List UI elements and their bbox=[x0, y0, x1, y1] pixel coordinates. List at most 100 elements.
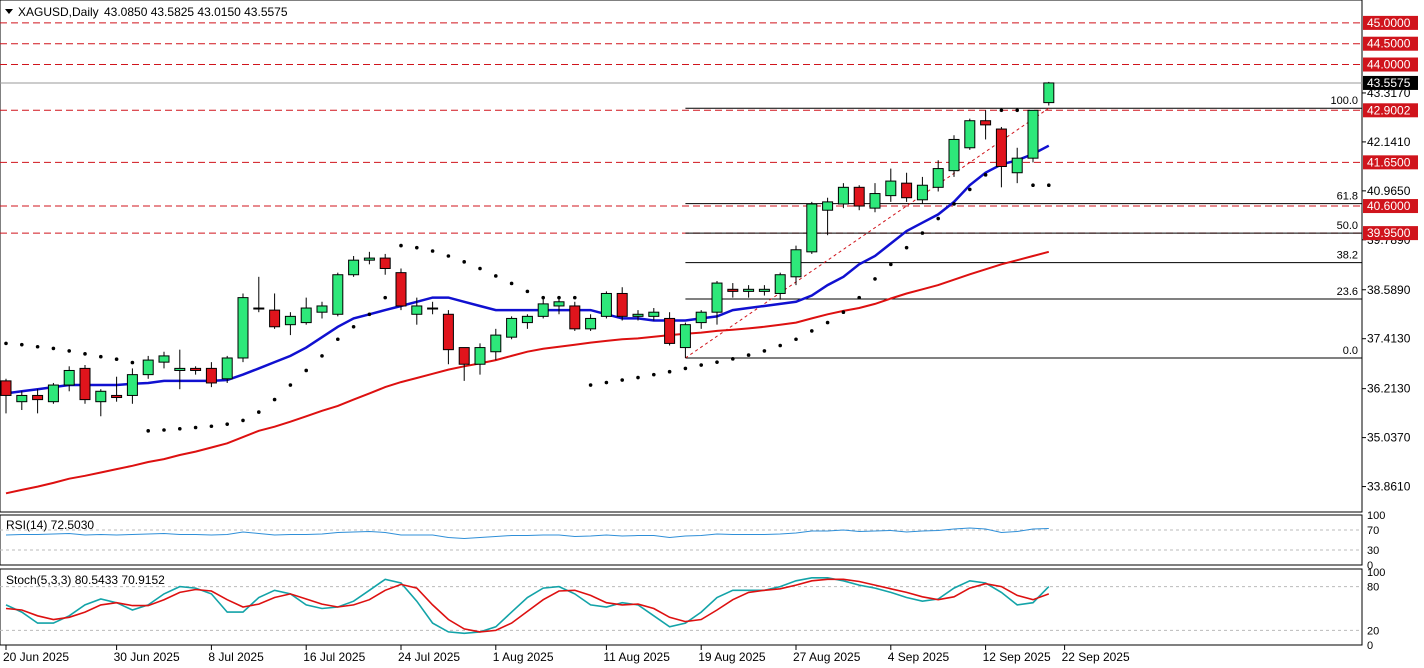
candle-up bbox=[632, 313, 644, 317]
candle-up bbox=[585, 317, 597, 330]
candle-down bbox=[269, 309, 281, 328]
price-panel[interactable]: 100.061.850.038.223.60.0 43.317042.14104… bbox=[0, 0, 1418, 513]
sar-dot bbox=[683, 366, 688, 371]
candle-up bbox=[932, 168, 944, 188]
sar-dot bbox=[667, 369, 672, 374]
fibonacci-retracement: 100.0 61.8 50.0 38.2 23.6 0.0 bbox=[685, 95, 1362, 359]
fib-level-label: 0.0 bbox=[1343, 345, 1358, 357]
level-price-tag bbox=[1363, 57, 1418, 72]
candle-up bbox=[600, 292, 612, 317]
rsi-panel-border bbox=[0, 514, 1363, 566]
sar-dot bbox=[746, 353, 751, 357]
sar-dot bbox=[715, 360, 719, 364]
sar-dot bbox=[762, 349, 767, 353]
time-tick-label: 24 Jul 2025 bbox=[398, 650, 460, 664]
price-tick-label: 36.2130 bbox=[1367, 382, 1411, 396]
stochastic-panel[interactable]: 100 80 20 0 Stoch(5,3,3) 80.5433 70.9152 bbox=[0, 567, 1385, 652]
candle-up bbox=[695, 311, 707, 324]
sar-dot bbox=[462, 260, 467, 264]
sar-dot bbox=[193, 425, 198, 430]
candle-up bbox=[743, 288, 755, 292]
sar-dot bbox=[478, 266, 482, 271]
price-tick-label: 37.4130 bbox=[1367, 332, 1411, 346]
sar-dot bbox=[731, 357, 735, 361]
candle-up bbox=[553, 301, 565, 307]
sar-dot bbox=[4, 341, 8, 346]
stochastic-main-line bbox=[5, 576, 1050, 635]
sar-dot bbox=[446, 254, 451, 258]
sar-dot bbox=[383, 295, 388, 300]
candle-up bbox=[506, 317, 518, 338]
candle-up bbox=[774, 274, 786, 294]
ohlc-label: 43.0850 43.5825 43.0150 43.5575 bbox=[104, 5, 288, 19]
rsi-tick-label: 70 bbox=[1367, 525, 1379, 537]
time-tick-label: 22 Sep 2025 bbox=[1062, 650, 1130, 664]
rsi-panel[interactable]: 100 70 30 0 RSI(14) 72.5030 bbox=[0, 510, 1385, 572]
sar-dot bbox=[810, 329, 814, 333]
rsi-title: RSI(14) 72.5030 bbox=[6, 518, 94, 532]
stochastic-tick-label: 100 bbox=[1367, 567, 1385, 579]
time-tick-label: 8 Jul 2025 bbox=[208, 650, 264, 664]
candle-up bbox=[1011, 157, 1023, 174]
candle-up bbox=[316, 305, 328, 313]
stochastic-tick-label: 0 bbox=[1367, 640, 1373, 652]
time-tick-label: 27 Aug 2025 bbox=[793, 650, 861, 664]
slow-moving-average bbox=[5, 250, 1050, 495]
candle-up bbox=[174, 367, 186, 371]
candle-up bbox=[363, 257, 375, 261]
sar-dot bbox=[367, 312, 372, 317]
time-tick-label: 19 Aug 2025 bbox=[698, 650, 766, 664]
fib-level-label: 50.0 bbox=[1337, 220, 1358, 232]
candle-down bbox=[190, 367, 202, 371]
price-tick-label: 35.0370 bbox=[1367, 431, 1411, 445]
sar-dot bbox=[604, 380, 609, 385]
current-price-tag-label: 43.5575 bbox=[1367, 76, 1411, 90]
level-price-tag bbox=[1363, 103, 1418, 118]
sar-dot bbox=[225, 422, 229, 426]
candle-up bbox=[95, 390, 107, 403]
candle-up bbox=[253, 307, 265, 310]
candle-down bbox=[901, 182, 913, 199]
sar-dot bbox=[257, 410, 261, 414]
candle-up bbox=[948, 138, 960, 172]
candle-up bbox=[221, 357, 233, 380]
sar-dot bbox=[304, 368, 309, 373]
candle-down bbox=[79, 367, 91, 401]
fib-level-label: 38.2 bbox=[1337, 250, 1358, 262]
candle-down bbox=[395, 272, 407, 307]
candle-down bbox=[205, 367, 217, 384]
sar-dot bbox=[288, 383, 293, 387]
sar-dot bbox=[699, 363, 703, 367]
sar-dot bbox=[952, 202, 956, 206]
candle-up bbox=[490, 334, 502, 353]
sar-dot bbox=[399, 243, 403, 248]
candle-down bbox=[616, 292, 628, 317]
stochastic-plot bbox=[0, 576, 1362, 635]
sar-dot bbox=[430, 249, 435, 253]
sar-dot bbox=[320, 354, 324, 358]
candle-up bbox=[537, 303, 549, 317]
sar-dot bbox=[35, 344, 40, 349]
candle-up bbox=[16, 394, 28, 403]
candle-up bbox=[348, 259, 360, 276]
resistance-levels bbox=[0, 22, 1362, 234]
parabolic-sar bbox=[4, 108, 1051, 433]
candle-down bbox=[853, 186, 865, 207]
dropdown-triangle-icon[interactable] bbox=[5, 9, 13, 14]
sar-dot bbox=[999, 108, 1004, 113]
sar-dot bbox=[636, 375, 640, 380]
time-tick-label: 1 Aug 2025 bbox=[493, 650, 554, 664]
candle-up bbox=[411, 305, 423, 315]
candle-down bbox=[727, 288, 739, 292]
price-tick-label: 40.9650 bbox=[1367, 184, 1411, 198]
stochastic-axis: 100 80 20 0 bbox=[1367, 567, 1385, 652]
candle-up bbox=[885, 180, 897, 197]
rsi-line bbox=[5, 527, 1049, 540]
candle-up bbox=[47, 384, 59, 403]
stochastic-signal-line bbox=[5, 578, 1050, 633]
level-price-tag bbox=[1363, 199, 1418, 214]
candle-down bbox=[111, 394, 123, 399]
candle-up bbox=[1043, 82, 1055, 104]
candle-down bbox=[379, 257, 391, 269]
